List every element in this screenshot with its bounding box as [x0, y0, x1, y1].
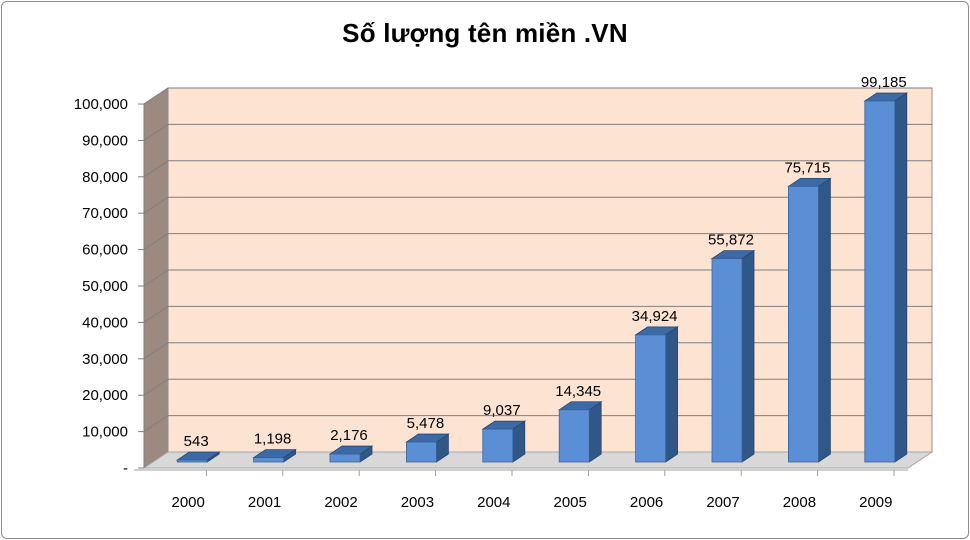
y-tick-label: 80,000	[82, 169, 128, 186]
y-tick-label: 30,000	[82, 351, 128, 368]
chart-title: Số lượng tên miền .VN	[342, 18, 628, 48]
bar	[482, 428, 514, 463]
bar	[711, 258, 743, 463]
data-label: 34,924	[632, 308, 678, 325]
gridline-side	[143, 196, 169, 214]
bar-side	[894, 92, 908, 463]
y-tick-label: 50,000	[82, 278, 128, 295]
bar-side	[588, 401, 602, 463]
y-tick-label: 10,000	[82, 424, 128, 441]
x-tick-label: 2005	[554, 494, 587, 511]
data-label: 99,185	[861, 74, 907, 91]
data-label: 75,715	[784, 159, 830, 176]
gridline-side	[143, 378, 169, 396]
y-tick-label: 40,000	[82, 314, 128, 331]
gridline-side	[143, 160, 169, 178]
bar	[176, 459, 208, 463]
y-tick-label: 70,000	[82, 205, 128, 222]
gridline-side	[143, 342, 169, 360]
bar-side	[665, 326, 678, 463]
data-label: 5,478	[407, 415, 445, 432]
gridline-side	[143, 305, 169, 323]
bar-side	[741, 249, 755, 463]
y-tick-label: 100,000	[74, 96, 128, 113]
data-label: 1,198	[254, 431, 292, 448]
y-tick-label: -	[123, 460, 128, 477]
y-tick-label: 60,000	[82, 242, 128, 259]
gridline-side	[143, 269, 169, 287]
x-tick-label: 2008	[783, 494, 816, 511]
y-tick-label: 20,000	[82, 387, 128, 404]
x-tick-label: 2009	[859, 494, 892, 511]
data-label: 9,037	[483, 402, 521, 419]
y-tick-label: 90,000	[82, 132, 128, 149]
bar	[635, 334, 666, 463]
x-tick-label: 2006	[630, 494, 663, 511]
x-tick-label: 2001	[248, 494, 281, 511]
data-label: 55,872	[708, 232, 754, 249]
x-tick-label: 2003	[401, 494, 434, 511]
bar	[405, 441, 437, 463]
bar	[788, 185, 819, 463]
bar	[558, 409, 590, 463]
bar	[253, 457, 285, 463]
gridline-side	[143, 233, 169, 251]
gridline-side	[143, 123, 169, 141]
gridline-side	[143, 415, 169, 433]
bar-side	[818, 177, 831, 463]
data-label: 543	[184, 433, 209, 450]
bar	[864, 100, 896, 463]
bar	[329, 453, 361, 463]
gridline-side	[143, 87, 169, 105]
x-tick-label: 2002	[324, 494, 357, 511]
x-tick-label: 2000	[172, 494, 205, 511]
data-label: 2,176	[330, 427, 368, 444]
data-label: 14,345	[555, 383, 601, 400]
x-tick-label: 2007	[706, 494, 739, 511]
x-tick-label: 2004	[477, 494, 510, 511]
